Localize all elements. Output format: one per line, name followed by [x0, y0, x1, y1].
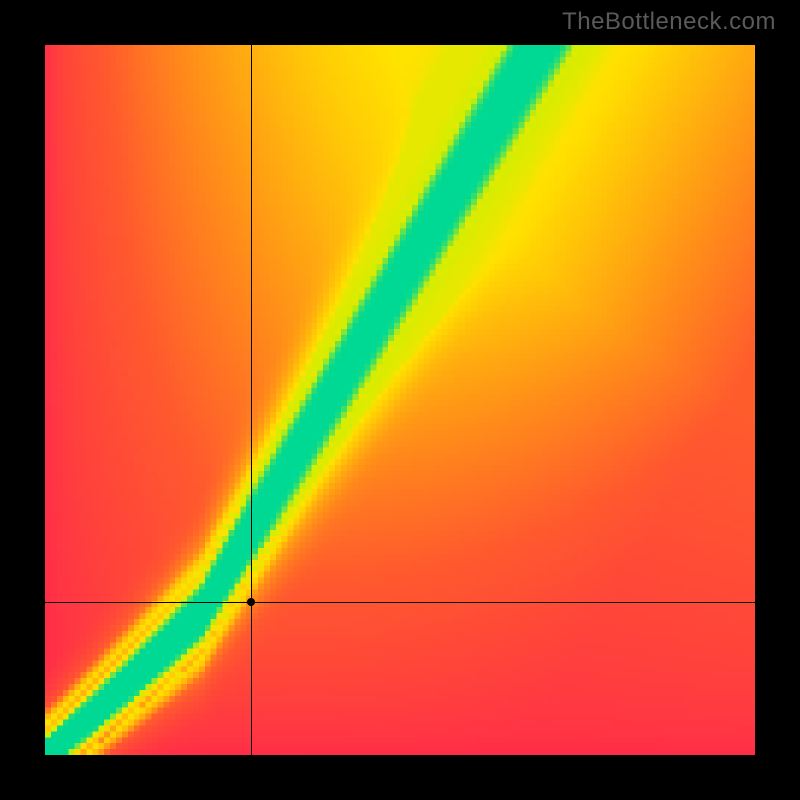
- crosshair-marker-dot: [247, 598, 255, 606]
- crosshair-vertical: [251, 45, 252, 755]
- watermark-text: TheBottleneck.com: [562, 8, 776, 36]
- heatmap-plot: [45, 45, 755, 755]
- heatmap-canvas: [45, 45, 755, 755]
- crosshair-horizontal: [45, 602, 755, 603]
